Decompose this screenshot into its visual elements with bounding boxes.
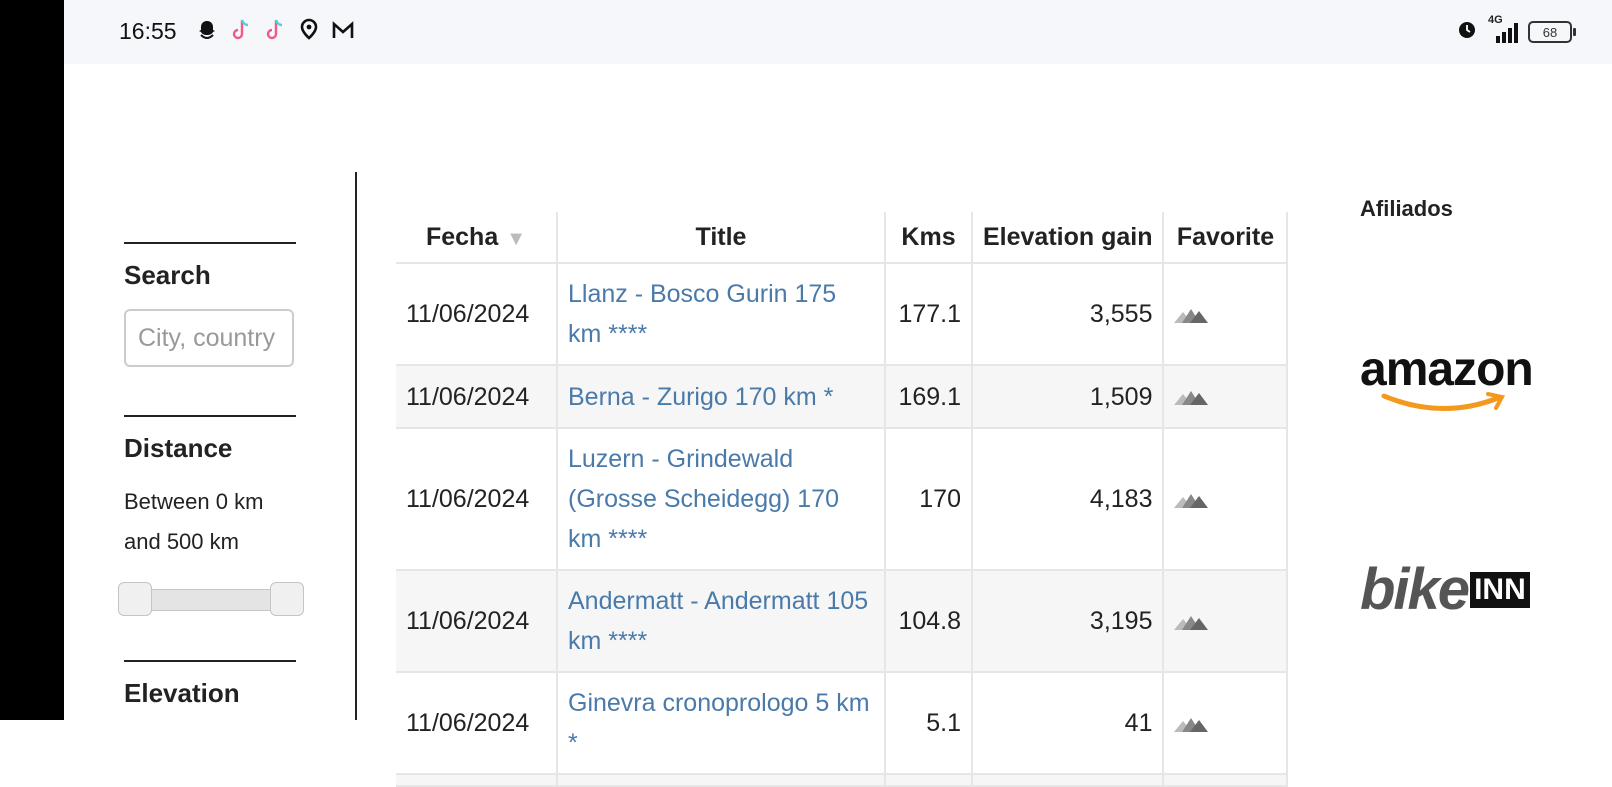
favorite-cell[interactable]	[1163, 365, 1289, 430]
distance-range-text: Between 0 km and 500 km	[124, 489, 264, 554]
mountain-icon[interactable]	[1174, 377, 1209, 417]
status-right-icons: 4G 68	[1456, 14, 1576, 46]
mountain-icon[interactable]	[1174, 602, 1209, 642]
bikeinn-logo-bike: bike	[1360, 557, 1470, 622]
bikeinn-logo-inn: INN	[1470, 571, 1530, 608]
header-date[interactable]: Fecha ▼	[396, 212, 558, 264]
route-title-link[interactable]: Ginevra cronoprologo 5 km *	[557, 672, 886, 776]
row-elevation: 3,555	[972, 263, 1165, 366]
header-favorite[interactable]: Favorite	[1163, 212, 1289, 264]
header-date-label: Fecha	[425, 222, 499, 251]
alarm-icon	[1456, 18, 1478, 46]
network-label: 4G	[1488, 14, 1503, 26]
mountain-icon[interactable]	[1174, 480, 1209, 520]
snapchat-icon	[194, 19, 220, 49]
row-partial-cell	[396, 774, 558, 787]
slider-handle-min[interactable]	[118, 582, 152, 616]
row-date: 11/06/2024	[396, 365, 558, 430]
tiktok-icon	[228, 18, 254, 50]
mountain-icon[interactable]	[1174, 704, 1209, 744]
left-black-bar	[0, 0, 64, 720]
notification-icons	[194, 18, 356, 50]
row-kms: 5.1	[885, 672, 973, 776]
route-title-link[interactable]: Llanz - Bosco Gurin 175 km ****	[557, 263, 886, 366]
row-kms: 169.1	[885, 365, 973, 430]
affiliates-title: Afiliados	[1360, 196, 1453, 221]
elevation-title: Elevation	[124, 678, 240, 708]
route-title-link[interactable]: Luzern - Grindewald (Grosse Scheidegg) 1…	[557, 428, 886, 572]
distance-slider[interactable]	[118, 582, 304, 616]
row-kms: 170	[885, 428, 973, 572]
row-date: 11/06/2024	[396, 428, 558, 572]
row-partial-cell	[885, 774, 973, 787]
row-date: 11/06/2024	[396, 263, 558, 366]
amazon-logo[interactable]: amazon	[1360, 343, 1534, 396]
table-row: 11/06/2024 Ginevra cronoprologo 5 km * 5…	[396, 672, 1289, 776]
tiktok-icon	[262, 18, 288, 50]
row-partial-cell	[972, 774, 1165, 787]
table-row: 11/06/2024 Berna - Zurigo 170 km * 169.1…	[396, 365, 1289, 430]
table-row: 11/06/2024 Llanz - Bosco Gurin 175 km **…	[396, 263, 1289, 366]
favorite-cell[interactable]	[1163, 672, 1289, 776]
favorite-cell[interactable]	[1163, 570, 1289, 674]
search-title: Search	[124, 260, 211, 290]
row-elevation: 41	[972, 672, 1165, 776]
status-time: 16:55	[119, 18, 177, 44]
section-divider	[124, 242, 296, 244]
content-divider	[355, 172, 357, 720]
header-title[interactable]: Title	[557, 212, 886, 264]
row-elevation: 4,183	[972, 428, 1165, 572]
amazon-smile-icon	[1381, 392, 1506, 411]
table-row: 11/06/2024 Andermatt - Andermatt 105 km …	[396, 570, 1289, 674]
row-partial-cell	[557, 774, 886, 787]
location-pin-icon	[296, 18, 322, 50]
row-kms: 177.1	[885, 263, 973, 366]
affiliates-panel: Afiliados amazon bike INN	[1360, 196, 1570, 622]
table-header-row: Fecha ▼ Title Kms Elevation gain Favorite	[396, 212, 1289, 264]
header-elevation[interactable]: Elevation gain	[972, 212, 1165, 264]
row-date: 11/06/2024	[396, 672, 558, 776]
header-kms[interactable]: Kms	[885, 212, 973, 264]
row-elevation: 3,195	[972, 570, 1165, 674]
distance-title: Distance	[124, 433, 233, 463]
gmail-icon	[330, 20, 356, 48]
sort-desc-icon: ▼	[506, 227, 527, 250]
slider-handle-max[interactable]	[270, 582, 304, 616]
row-date: 11/06/2024	[396, 570, 558, 674]
section-divider	[124, 660, 296, 662]
row-partial-cell	[1163, 774, 1289, 787]
signal-icon: 4G	[1486, 14, 1520, 44]
row-elevation: 1,509	[972, 365, 1165, 430]
status-bar: 16:55 4G 68	[64, 0, 1612, 64]
favorite-cell[interactable]	[1163, 428, 1289, 572]
table-row: 11/06/2024 Luzern - Grindewald (Grosse S…	[396, 428, 1289, 572]
filter-sidebar: Search City, country Distance Between 0 …	[118, 242, 304, 709]
mountain-icon[interactable]	[1174, 295, 1209, 335]
battery-icon: 68	[1528, 21, 1576, 43]
bikeinn-logo[interactable]: bike INN	[1360, 556, 1530, 623]
section-divider	[124, 415, 296, 417]
route-title-link[interactable]: Andermatt - Andermatt 105 km ****	[557, 570, 886, 674]
table-row-partial	[396, 774, 1289, 787]
route-title-link[interactable]: Berna - Zurigo 170 km *	[557, 365, 886, 430]
routes-table: Fecha ▼ Title Kms Elevation gain Favorite…	[396, 212, 1289, 787]
favorite-cell[interactable]	[1163, 263, 1289, 366]
row-kms: 104.8	[885, 570, 973, 674]
search-input[interactable]: City, country	[124, 309, 294, 367]
